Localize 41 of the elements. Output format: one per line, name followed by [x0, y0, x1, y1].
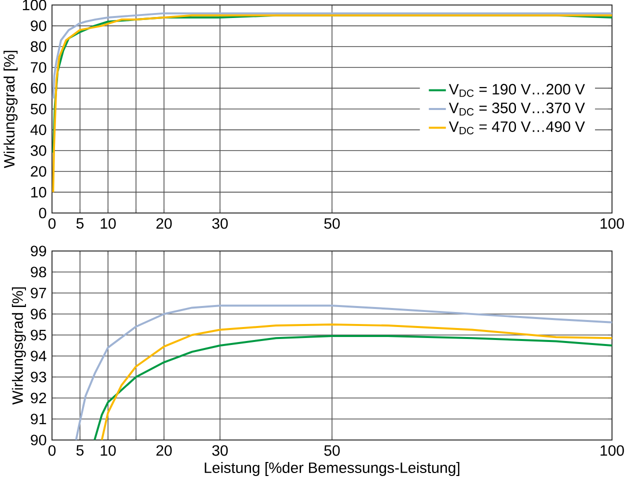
y-tick-label: 93: [30, 372, 46, 382]
y-axis-title: Wirkungsgrad [%]: [12, 287, 26, 405]
legend-label: V$_{DC}$ = 470 V…490 V: [448, 121, 585, 134]
y-tick-label: 96: [30, 308, 46, 320]
x-tick-label: 100: [600, 445, 624, 456]
x-tick-label: 20: [156, 218, 172, 229]
y-tick-label: 50: [30, 104, 46, 114]
x-tick-label: 50: [324, 218, 340, 229]
y-tick-label: 70: [30, 62, 46, 73]
x-tick-label: 30: [212, 445, 228, 456]
x-tick-label: 10: [100, 445, 116, 456]
y-tick-label: 60: [30, 82, 46, 94]
x-tick-label: 30: [212, 218, 228, 229]
y-tick-label: 90: [30, 434, 46, 446]
legend-label: V$_{DC}$ = 350 V…370 V: [448, 102, 585, 116]
x-tick-label: 0: [48, 445, 56, 456]
y-tick-label: 91: [30, 414, 46, 424]
x-tick-label: 5: [76, 445, 84, 456]
y-axis-title: Wirkungsgrad [%]: [4, 50, 18, 168]
x-tick-label: 5: [76, 218, 84, 229]
y-tick-label: 40: [30, 124, 46, 136]
legend-label: V$_{DC}$ = 190 V…200 V: [448, 84, 585, 97]
x-axis-title: Leistung [%der Bemessungs-Leistung]: [204, 462, 460, 476]
y-tick-label: 95: [30, 330, 46, 340]
x-tick-label: 50: [324, 445, 340, 456]
x-tick-label: 10: [100, 218, 116, 229]
y-tick-label: 98: [30, 266, 46, 278]
y-tick-label: 0: [39, 208, 46, 218]
x-tick-label: 100: [600, 218, 624, 229]
y-tick-label: 92: [30, 392, 46, 404]
y-tick-label: 94: [30, 350, 46, 362]
y-tick-label: 100: [22, 0, 46, 10]
y-tick-label: 20: [30, 166, 46, 177]
y-tick-label: 99: [30, 246, 46, 256]
x-tick-label: 0: [48, 218, 56, 229]
y-tick-label: 30: [30, 145, 46, 156]
y-tick-label: 80: [30, 41, 46, 52]
y-tick-label: 10: [31, 186, 46, 198]
y-tick-label: 97: [30, 288, 46, 298]
x-tick-label: 20: [156, 445, 172, 456]
y-tick-label: 90: [30, 20, 46, 32]
